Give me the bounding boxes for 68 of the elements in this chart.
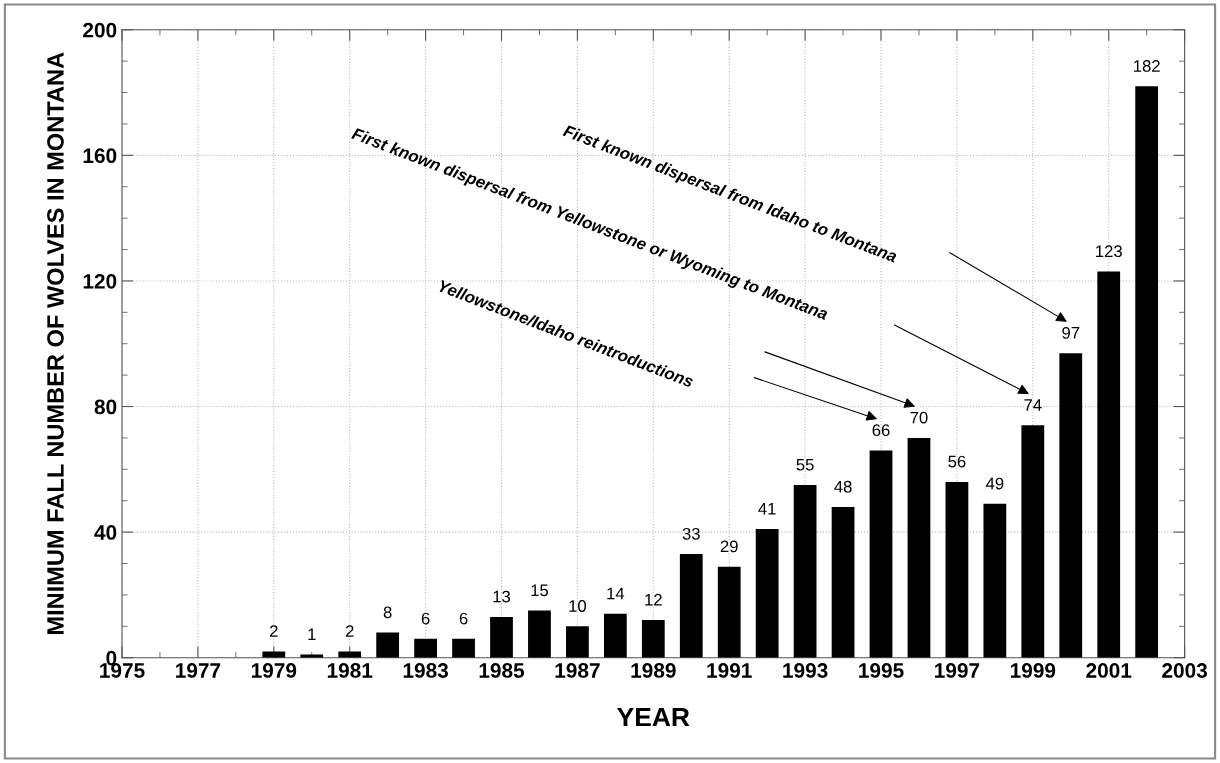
data-label: 97 xyxy=(1062,326,1080,339)
y-axis-title: MINIMUM FALL NUMBER OF WOLVES IN MONTANA xyxy=(47,52,64,634)
y-tick-label: 120 xyxy=(83,273,117,289)
x-tick-label: 2003 xyxy=(1162,663,1208,678)
bar xyxy=(983,503,1007,658)
data-label: 10 xyxy=(569,600,587,612)
bar xyxy=(414,638,437,658)
data-label: 13 xyxy=(493,590,511,603)
bar xyxy=(717,566,741,658)
x-tick-label: 1991 xyxy=(707,663,752,678)
bar xyxy=(869,450,893,658)
x-tick-label: 1979 xyxy=(251,663,297,678)
y-tick-label: 40 xyxy=(94,525,117,540)
data-label: 15 xyxy=(531,584,549,597)
data-label: 6 xyxy=(459,612,468,625)
bar xyxy=(945,481,969,658)
bar xyxy=(1059,353,1083,658)
x-tick-label: 1995 xyxy=(859,663,904,678)
data-label: 66 xyxy=(872,424,890,437)
bar xyxy=(755,528,779,658)
data-label: 1 xyxy=(308,628,316,640)
bar xyxy=(603,613,627,658)
bar xyxy=(831,507,855,658)
x-tick-label: 1999 xyxy=(1010,663,1056,678)
bar xyxy=(641,620,665,658)
data-label: 182 xyxy=(1134,60,1160,72)
y-tick-label: 80 xyxy=(94,399,117,415)
x-tick-label: 1989 xyxy=(631,663,676,678)
data-label: 56 xyxy=(948,455,966,468)
data-label: 2 xyxy=(345,625,354,637)
bar xyxy=(793,485,817,658)
data-label: 12 xyxy=(645,593,662,606)
x-axis-title: YEAR xyxy=(617,707,690,727)
bar xyxy=(1135,86,1159,658)
data-label: 74 xyxy=(1024,399,1042,411)
data-label: 49 xyxy=(985,477,1004,490)
data-label: 33 xyxy=(682,527,700,540)
data-label: 48 xyxy=(834,480,852,493)
y-tick-label: 160 xyxy=(83,148,117,164)
bar xyxy=(338,651,362,658)
bar xyxy=(1097,271,1121,658)
bar xyxy=(1021,425,1045,658)
x-tick-label: 1977 xyxy=(176,663,221,678)
data-label: 2 xyxy=(270,625,278,637)
y-tick-label: 200 xyxy=(83,22,117,38)
bar xyxy=(376,632,400,658)
bar xyxy=(452,638,475,658)
bar xyxy=(528,610,551,658)
bar xyxy=(566,626,589,658)
bar xyxy=(490,616,513,658)
x-tick-label: 1997 xyxy=(935,663,980,678)
bar xyxy=(262,651,286,658)
data-label: 8 xyxy=(383,606,392,619)
bar xyxy=(679,554,703,658)
data-label: 14 xyxy=(607,587,625,600)
x-tick-label: 2001 xyxy=(1086,663,1132,678)
bar xyxy=(907,437,931,658)
data-label: 29 xyxy=(720,540,738,553)
x-tick-label: 1983 xyxy=(403,663,449,678)
x-tick-label: 1987 xyxy=(555,663,600,678)
x-tick-label: 1981 xyxy=(327,663,373,678)
data-label: 123 xyxy=(1096,245,1122,258)
x-tick-label: 1993 xyxy=(783,663,828,678)
data-label: 70 xyxy=(910,411,928,424)
x-tick-label: 1985 xyxy=(479,663,525,678)
data-label: 55 xyxy=(796,458,814,471)
data-label: 41 xyxy=(758,502,776,515)
data-label: 6 xyxy=(421,612,430,625)
